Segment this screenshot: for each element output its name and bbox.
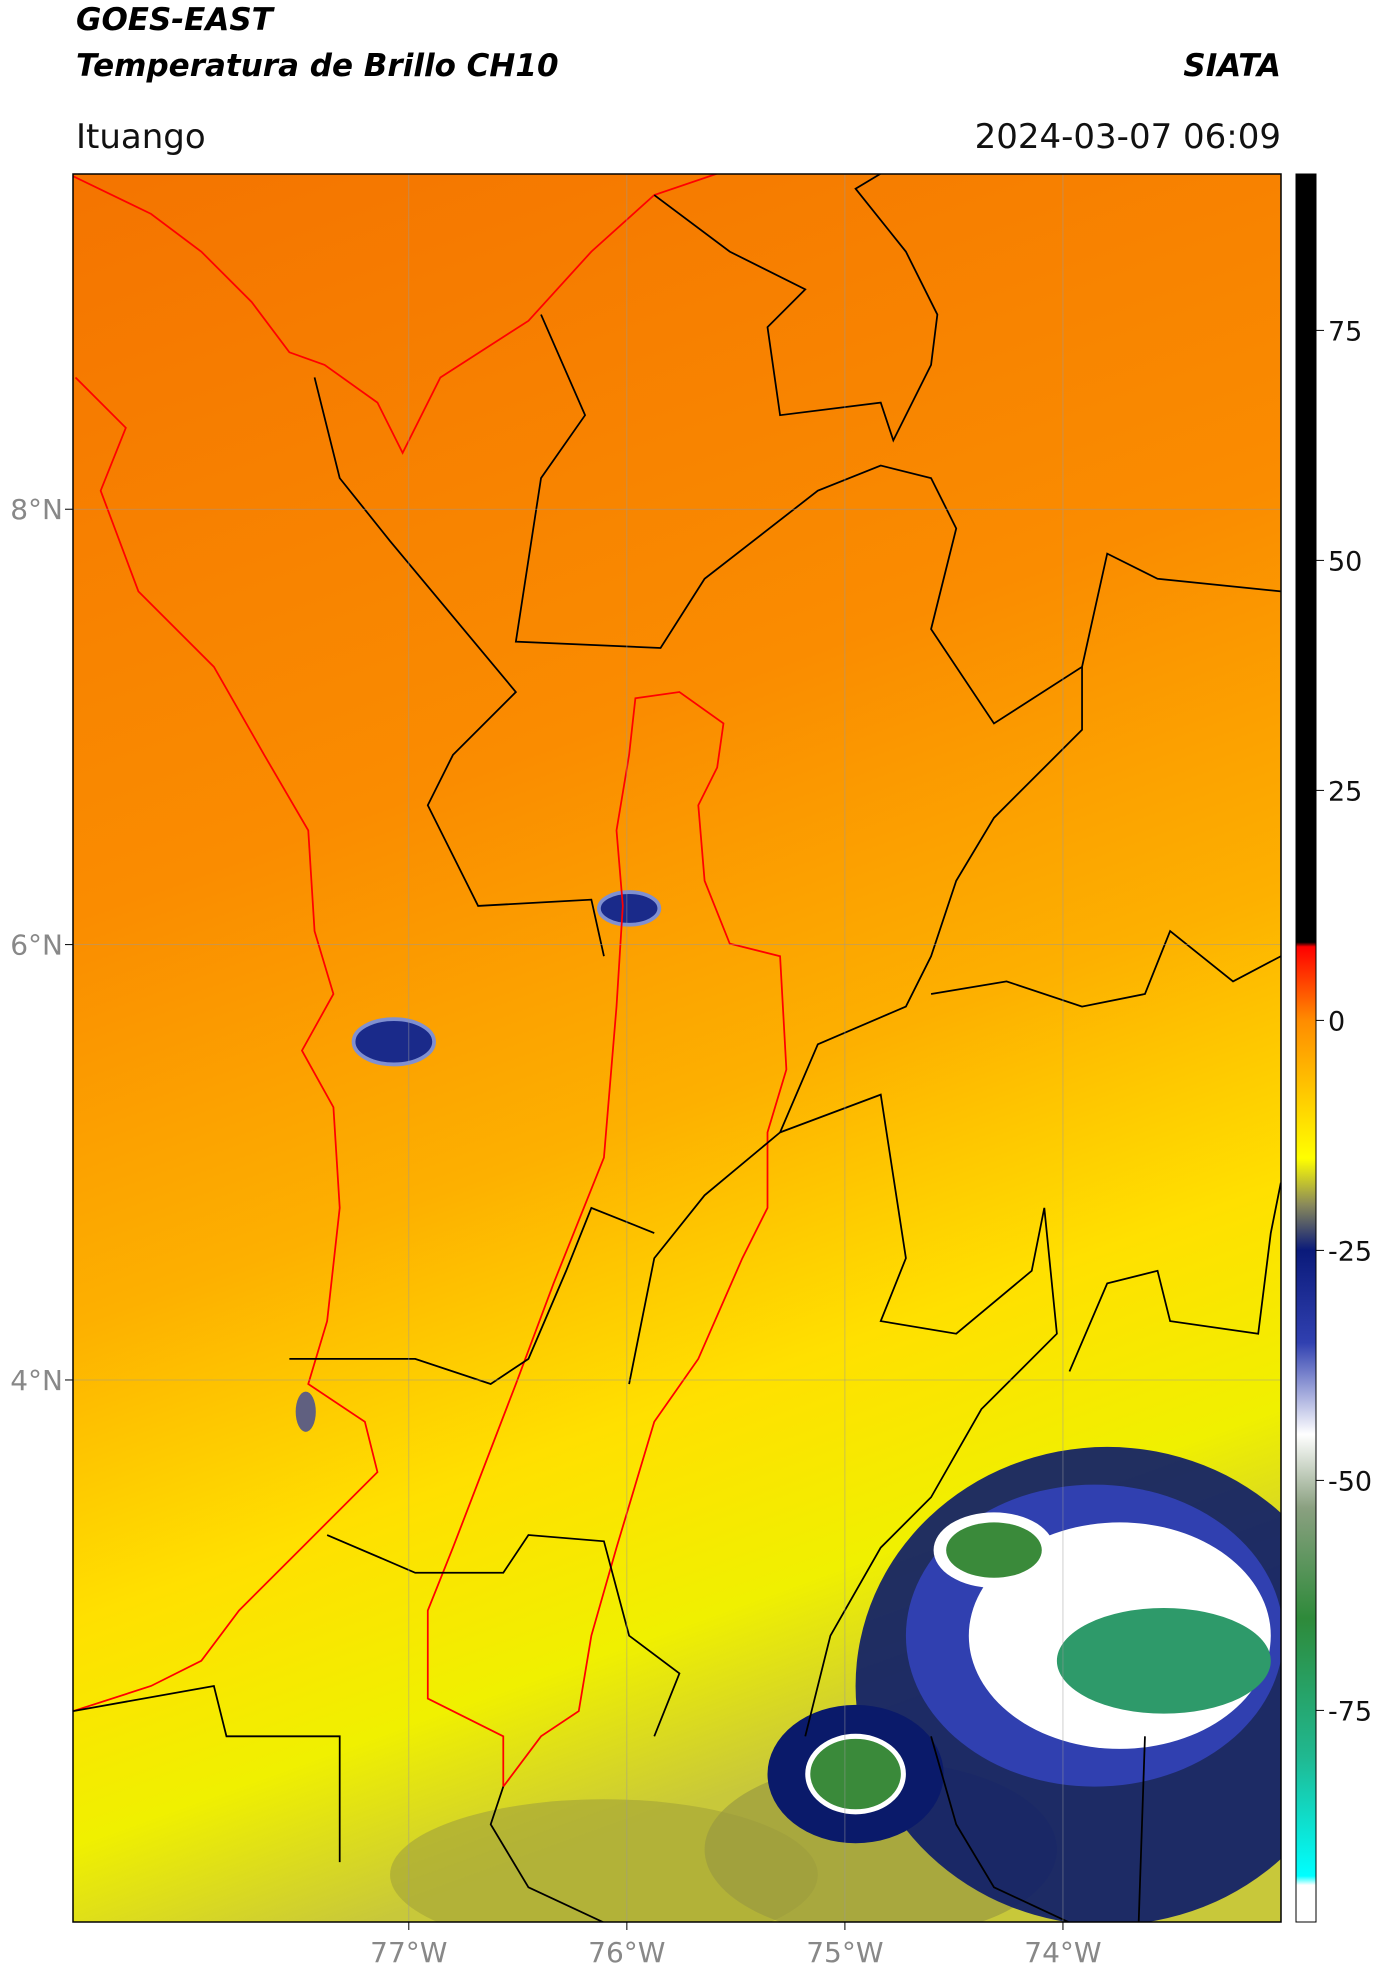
x-tick-label: 75°W <box>806 1936 883 1969</box>
colorbar <box>1295 173 1317 1923</box>
colorbar-tick-label: -50 <box>1328 1466 1372 1497</box>
source: SIATA <box>1183 48 1281 84</box>
colorbar-tick-label: 50 <box>1328 546 1362 577</box>
y-tick-label: 4°N <box>10 1364 63 1397</box>
map-frame <box>72 173 1282 1923</box>
x-tick-label: 74°W <box>1024 1936 1101 1969</box>
colorbar-tick-label: -25 <box>1328 1236 1372 1267</box>
y-tick-label: 8°N <box>10 493 63 526</box>
x-tick-label: 77°W <box>370 1936 447 1969</box>
region: Ituango <box>76 117 206 157</box>
grid <box>73 174 1281 1922</box>
title: GOES-EAST <box>76 2 276 38</box>
colorbar-tick-label: -75 <box>1328 1696 1372 1727</box>
map-image <box>73 174 1281 1922</box>
datetime: 2024-03-07 06:09 <box>975 117 1281 157</box>
subtitle: Temperatura de Brillo CH10 <box>76 48 559 84</box>
colorbar-tick-label: 0 <box>1328 1006 1345 1037</box>
colorbar-tick-label: 75 <box>1328 316 1362 347</box>
x-tick-label: 76°W <box>588 1936 665 1969</box>
y-tick-label: 6°N <box>10 929 63 962</box>
colorbar-tick-label: 25 <box>1328 776 1362 807</box>
